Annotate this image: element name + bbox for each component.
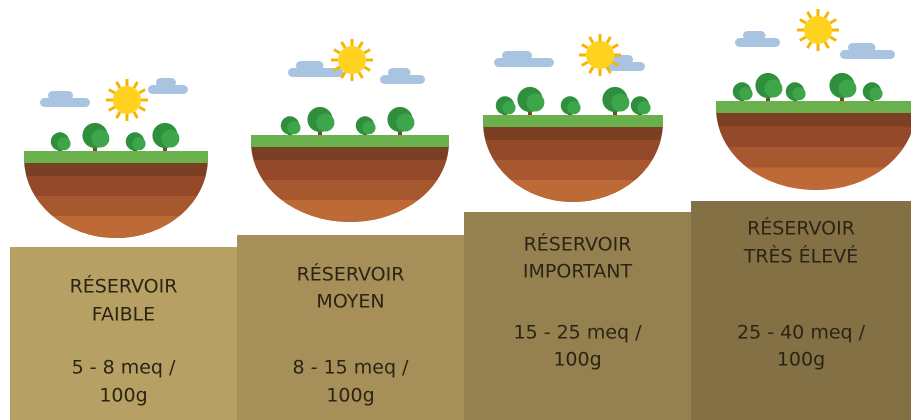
step: RÉSERVOIR FAIBLE 5 - 8 meq / 100g — [10, 78, 237, 420]
sun-ray — [830, 37, 836, 41]
cloud — [296, 61, 324, 70]
sun-ray — [134, 82, 138, 88]
sun-ray — [800, 37, 806, 41]
sun-ray — [109, 107, 115, 111]
sun-ray — [582, 62, 588, 66]
step-range: 5 - 8 meq / — [72, 357, 176, 379]
grass — [483, 115, 663, 127]
step-range: 25 - 40 meq / — [737, 322, 866, 344]
tree-crown — [792, 87, 805, 100]
sun — [804, 16, 832, 44]
tree-crown — [362, 121, 375, 134]
sun-ray — [825, 42, 829, 48]
cloud — [48, 91, 73, 100]
grass — [24, 151, 208, 163]
sun-ray — [590, 67, 594, 73]
sun-ray — [800, 20, 806, 24]
step-range: 100g — [99, 385, 147, 407]
sun-ray — [109, 90, 115, 94]
infographic: RÉSERVOIR FAIBLE 5 - 8 meq / 100g RÉSERVOIR M… — [0, 0, 911, 420]
tree-crown — [567, 101, 580, 114]
grass — [716, 101, 911, 113]
tree-crown — [161, 130, 179, 148]
sun — [113, 86, 141, 114]
step-range: 100g — [553, 349, 601, 371]
tree-crown — [316, 114, 334, 132]
step-range: 100g — [326, 385, 374, 407]
tree-crown — [91, 130, 109, 148]
sun-ray — [582, 45, 588, 49]
step: RÉSERVOIR TRÈS ÉLEVÉ 25 - 40 meq / 100g — [691, 9, 911, 420]
step-title: RÉSERVOIR — [70, 275, 178, 298]
step-title: MOYEN — [316, 291, 384, 313]
tree-crown — [838, 80, 856, 98]
step-range: 100g — [777, 349, 825, 371]
grass — [251, 135, 449, 147]
sun-ray — [334, 50, 340, 54]
cloud — [848, 43, 876, 52]
step-range: 15 - 25 meq / — [513, 322, 642, 344]
sun-ray — [134, 112, 138, 118]
step-title: IMPORTANT — [523, 261, 633, 283]
sun-ray — [590, 37, 594, 43]
sun — [338, 46, 366, 74]
cloud — [156, 78, 176, 87]
sun-ray — [825, 12, 829, 18]
sun-ray — [359, 72, 363, 78]
sun-ray — [139, 90, 145, 94]
step-title: RÉSERVOIR — [297, 263, 405, 286]
sun — [586, 41, 614, 69]
tree-crown — [611, 94, 629, 112]
sun-ray — [830, 20, 836, 24]
sun-ray — [117, 112, 121, 118]
sun-ray — [139, 107, 145, 111]
cloud — [502, 51, 532, 60]
sun-ray — [612, 45, 618, 49]
sun-ray — [364, 67, 370, 71]
tree-crown — [396, 114, 414, 132]
tree-crown — [869, 87, 882, 100]
sun-ray — [364, 50, 370, 54]
sun-ray — [117, 82, 121, 88]
sun-ray — [808, 42, 812, 48]
step-title: TRÈS ÉLEVÉ — [743, 245, 859, 268]
tree-crown — [57, 137, 70, 150]
step-title: RÉSERVOIR — [747, 217, 855, 240]
tree-crown — [287, 121, 300, 134]
step-title: RÉSERVOIR — [524, 233, 632, 256]
tree-crown — [739, 87, 752, 100]
cloud — [388, 68, 411, 77]
tree-crown — [764, 80, 782, 98]
tree-crown — [502, 101, 515, 114]
tree-crown — [637, 101, 650, 114]
cloud — [743, 31, 766, 40]
sun-ray — [359, 42, 363, 48]
step: RÉSERVOIR IMPORTANT 15 - 25 meq / 100g — [464, 34, 691, 420]
sun-ray — [342, 42, 346, 48]
tree-crown — [526, 94, 544, 112]
tree-crown — [132, 137, 145, 150]
sun-ray — [607, 37, 611, 43]
step-range: 8 - 15 meq / — [293, 357, 410, 379]
step: RÉSERVOIR MOYEN 8 - 15 meq / 100g — [237, 39, 464, 420]
sun-ray — [808, 12, 812, 18]
step-title: FAIBLE — [92, 304, 155, 326]
